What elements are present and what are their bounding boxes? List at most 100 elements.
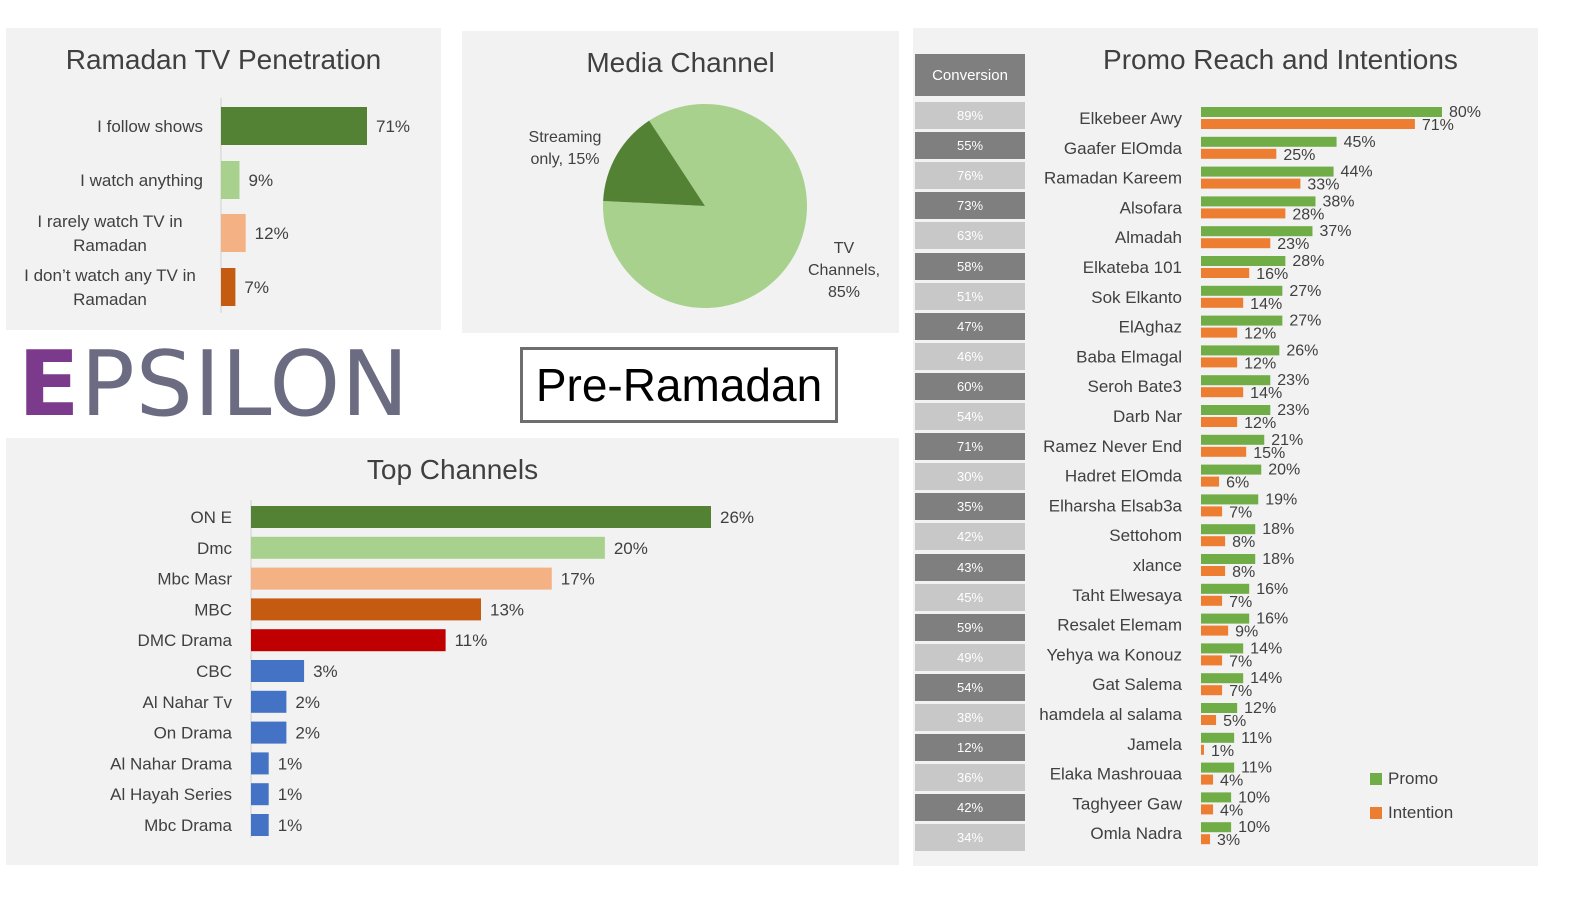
penetration-value-label: 12% bbox=[255, 224, 289, 243]
promo-bar bbox=[1201, 732, 1235, 743]
conversion-cell: 59% bbox=[915, 613, 1025, 641]
intention-bar bbox=[1201, 595, 1223, 606]
conversion-cell: 42% bbox=[915, 523, 1025, 551]
promo-category-label: xlance bbox=[1133, 556, 1182, 575]
top-channel-value-label: 1% bbox=[278, 816, 303, 835]
intention-value-label: 7% bbox=[1229, 594, 1252, 611]
promo-value-label: 27% bbox=[1289, 283, 1321, 300]
intention-value-label: 9% bbox=[1235, 624, 1258, 641]
penetration-title: Ramadan TV Penetration bbox=[65, 44, 382, 75]
penetration-category-label: I watch anything bbox=[80, 171, 203, 190]
pie-slice bbox=[603, 120, 705, 206]
legend-intention-label: Intention bbox=[1388, 803, 1454, 822]
promo-category-label: Darb Nar bbox=[1113, 407, 1182, 426]
legend-intention-swatch bbox=[1370, 807, 1382, 819]
promo-bar bbox=[1201, 673, 1244, 684]
promo-value-label: 23% bbox=[1277, 402, 1309, 419]
intention-value-label: 33% bbox=[1307, 177, 1339, 194]
promo-category-label: Omla Nadra bbox=[1090, 824, 1182, 843]
promo-value-label: 10% bbox=[1238, 819, 1270, 836]
top-channel-bar bbox=[251, 814, 269, 836]
penetration-bar bbox=[221, 214, 246, 252]
promo-bar bbox=[1201, 822, 1232, 833]
top-channel-category-label: Al Hayah Series bbox=[110, 785, 232, 804]
promo-category-label: Gat Salema bbox=[1092, 675, 1182, 694]
intention-value-label: 12% bbox=[1244, 326, 1276, 343]
promo-category-label: Alsofara bbox=[1120, 198, 1183, 217]
promo-bar bbox=[1201, 196, 1316, 207]
conversion-cell: 60% bbox=[915, 372, 1025, 400]
intention-value-label: 71% bbox=[1422, 117, 1454, 134]
conversion-cell: 12% bbox=[915, 734, 1025, 762]
intention-bar bbox=[1201, 268, 1250, 278]
intention-bar bbox=[1201, 715, 1217, 725]
intention-value-label: 4% bbox=[1220, 802, 1243, 819]
promo-category-label: Sok Elkanto bbox=[1091, 288, 1182, 307]
intention-value-label: 8% bbox=[1232, 534, 1255, 551]
penetration-category-label: I rarely watch TV in bbox=[37, 212, 182, 231]
penetration-bar bbox=[221, 161, 240, 199]
media-pie-chart: TV Channels, 85% Streaming only, 15% bbox=[529, 104, 880, 308]
promo-category-label: Seroh Bate3 bbox=[1087, 377, 1182, 396]
top-channel-bar bbox=[251, 536, 605, 559]
promo-bar bbox=[1201, 792, 1232, 803]
promo-bar bbox=[1201, 405, 1271, 415]
intention-bar bbox=[1201, 774, 1214, 785]
promo-bar bbox=[1201, 375, 1271, 386]
intention-value-label: 12% bbox=[1244, 355, 1276, 372]
conversion-cell: 54% bbox=[915, 673, 1025, 701]
intention-value-label: 3% bbox=[1217, 832, 1240, 849]
promo-bar bbox=[1201, 762, 1235, 773]
promo-category-label: ElAghaz bbox=[1119, 318, 1182, 337]
promo-value-label: 19% bbox=[1265, 491, 1297, 508]
conversion-cell: 34% bbox=[915, 824, 1025, 852]
top-channels-title: Top Channels bbox=[366, 454, 539, 485]
top-channel-value-label: 3% bbox=[313, 662, 338, 681]
intention-value-label: 14% bbox=[1250, 385, 1282, 402]
top-channel-value-label: 20% bbox=[614, 539, 648, 558]
intention-value-label: 14% bbox=[1250, 296, 1282, 313]
pie-label-tv: Channels, bbox=[808, 262, 880, 279]
top-channel-category-label: On Drama bbox=[154, 724, 233, 743]
intention-value-label: 4% bbox=[1220, 773, 1243, 790]
promo-value-label: 45% bbox=[1344, 134, 1376, 151]
intention-value-label: 1% bbox=[1211, 743, 1234, 760]
promo-value-label: 16% bbox=[1256, 611, 1288, 628]
penetration-bar bbox=[221, 268, 236, 306]
top-channel-value-label: 26% bbox=[720, 508, 754, 527]
media-title: Media Channel bbox=[586, 47, 775, 78]
pie-label-streaming: only, 15% bbox=[530, 151, 599, 168]
intention-bar bbox=[1201, 327, 1238, 338]
top-channel-category-label: Dmc bbox=[197, 539, 232, 558]
promo-bar bbox=[1201, 136, 1337, 147]
intention-bar bbox=[1201, 148, 1277, 159]
promo-category-label: Ramadan Kareem bbox=[1044, 169, 1182, 188]
promo-value-label: 16% bbox=[1256, 581, 1288, 598]
top-channel-bar bbox=[251, 752, 269, 775]
promo-bar bbox=[1201, 226, 1313, 237]
logo-initial: E bbox=[18, 332, 81, 437]
promo-value-label: 21% bbox=[1271, 432, 1303, 449]
promo-category-label: Jamela bbox=[1127, 735, 1182, 754]
promo-value-label: 20% bbox=[1268, 462, 1300, 479]
intention-bar bbox=[1201, 506, 1223, 517]
promo-category-label: Taht Elwesaya bbox=[1072, 586, 1182, 605]
intention-bar bbox=[1201, 744, 1205, 755]
promo-category-label: Taghyeer Gaw bbox=[1072, 794, 1182, 813]
conversion-cell: 43% bbox=[915, 553, 1025, 581]
top-channels-panel: Top Channels 26% ON E 20% Dmc 17% Mbc Masr 13%… bbox=[6, 438, 899, 865]
penetration-category-label: I don’t watch any TV in bbox=[24, 266, 196, 285]
conversion-cell: 46% bbox=[915, 342, 1025, 370]
conversion-cell: 36% bbox=[915, 764, 1025, 792]
promo-bar bbox=[1201, 285, 1283, 296]
promo-value-label: 18% bbox=[1262, 551, 1294, 568]
promo-value-label: 37% bbox=[1319, 223, 1351, 240]
penetration-panel: Ramadan TV Penetration 71% I follow shows… bbox=[6, 28, 441, 330]
promo-bar bbox=[1201, 315, 1283, 326]
intention-value-label: 28% bbox=[1292, 206, 1324, 223]
promo-category-label: Settohom bbox=[1109, 526, 1182, 545]
top-channel-bar bbox=[251, 567, 552, 590]
legend-promo-label: Promo bbox=[1388, 769, 1439, 788]
top-channel-category-label: Al Nahar Drama bbox=[110, 754, 232, 773]
promo-bar bbox=[1201, 524, 1256, 535]
